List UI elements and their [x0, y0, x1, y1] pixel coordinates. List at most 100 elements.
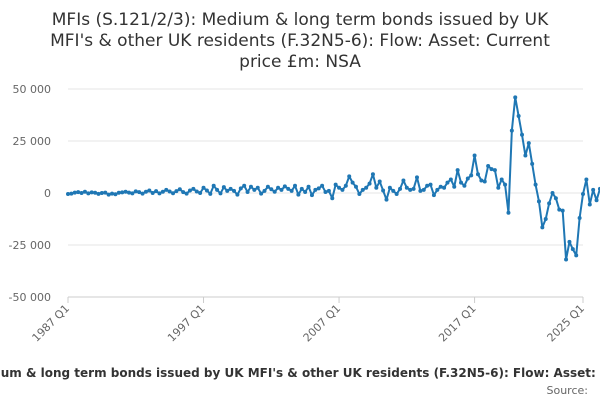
data-point[interactable]: [587, 202, 592, 207]
data-point[interactable]: [248, 184, 253, 189]
data-point[interactable]: [218, 191, 223, 196]
data-point[interactable]: [337, 185, 342, 190]
data-point[interactable]: [286, 186, 291, 191]
data-point[interactable]: [123, 189, 128, 194]
data-point[interactable]: [96, 191, 101, 196]
data-point[interactable]: [276, 185, 281, 190]
data-point[interactable]: [299, 186, 304, 191]
data-point[interactable]: [367, 181, 372, 186]
data-point[interactable]: [293, 183, 298, 188]
data-point[interactable]: [76, 190, 81, 195]
data-point[interactable]: [567, 239, 572, 244]
data-point[interactable]: [445, 180, 450, 185]
data-point[interactable]: [326, 188, 331, 193]
data-point[interactable]: [147, 188, 152, 193]
data-point[interactable]: [479, 178, 484, 183]
data-point[interactable]: [106, 192, 111, 197]
data-point[interactable]: [167, 189, 172, 194]
data-point[interactable]: [272, 189, 277, 194]
data-point[interactable]: [232, 188, 237, 193]
data-point[interactable]: [442, 185, 447, 190]
data-point[interactable]: [120, 190, 125, 195]
data-point[interactable]: [506, 210, 511, 215]
data-point[interactable]: [113, 192, 118, 197]
data-point[interactable]: [99, 191, 104, 195]
data-point[interactable]: [72, 190, 77, 195]
data-point[interactable]: [431, 193, 436, 198]
data-point[interactable]: [157, 191, 162, 196]
data-point[interactable]: [391, 188, 396, 193]
data-point[interactable]: [597, 186, 600, 191]
data-point[interactable]: [425, 183, 430, 188]
data-point[interactable]: [364, 185, 369, 190]
data-point[interactable]: [370, 172, 375, 177]
data-point[interactable]: [181, 190, 186, 195]
data-point[interactable]: [306, 184, 311, 189]
data-point[interactable]: [215, 187, 220, 192]
data-point[interactable]: [574, 253, 579, 258]
data-point[interactable]: [530, 161, 535, 166]
data-point[interactable]: [279, 187, 284, 192]
data-point[interactable]: [259, 191, 264, 196]
data-point[interactable]: [462, 183, 467, 188]
data-point[interactable]: [550, 191, 555, 195]
data-point[interactable]: [533, 182, 538, 187]
data-point[interactable]: [536, 199, 541, 204]
data-point[interactable]: [320, 183, 325, 188]
data-point[interactable]: [184, 191, 189, 196]
data-point[interactable]: [126, 190, 131, 195]
data-point[interactable]: [265, 184, 270, 189]
data-point[interactable]: [543, 217, 548, 221]
data-point[interactable]: [577, 215, 582, 220]
data-point[interactable]: [187, 188, 192, 193]
data-point[interactable]: [516, 114, 521, 119]
data-point[interactable]: [560, 208, 565, 213]
data-point[interactable]: [221, 185, 226, 190]
data-point[interactable]: [309, 193, 314, 198]
data-point[interactable]: [198, 191, 203, 195]
data-point[interactable]: [503, 182, 508, 187]
data-point[interactable]: [475, 172, 480, 177]
data-point[interactable]: [150, 191, 155, 195]
data-point[interactable]: [66, 192, 70, 197]
data-point[interactable]: [177, 187, 182, 192]
data-point[interactable]: [143, 189, 148, 194]
data-point[interactable]: [340, 187, 345, 192]
data-point[interactable]: [404, 185, 409, 190]
data-point[interactable]: [421, 187, 426, 192]
data-point[interactable]: [465, 176, 470, 181]
data-point[interactable]: [418, 188, 423, 193]
data-point[interactable]: [482, 179, 487, 184]
data-point[interactable]: [245, 189, 250, 194]
data-point[interactable]: [455, 168, 460, 173]
data-point[interactable]: [174, 189, 179, 194]
data-point[interactable]: [581, 192, 585, 197]
data-point[interactable]: [208, 191, 213, 196]
data-point[interactable]: [137, 190, 142, 195]
data-point[interactable]: [486, 163, 491, 168]
data-point[interactable]: [204, 188, 209, 193]
data-point[interactable]: [594, 198, 599, 203]
data-point[interactable]: [347, 174, 352, 179]
data-point[interactable]: [333, 182, 338, 187]
data-point[interactable]: [303, 189, 308, 194]
data-point[interactable]: [452, 184, 457, 189]
data-point[interactable]: [171, 191, 176, 196]
data-point[interactable]: [211, 183, 216, 188]
data-point[interactable]: [154, 189, 159, 194]
data-point[interactable]: [323, 189, 328, 194]
data-point[interactable]: [110, 191, 115, 196]
data-point[interactable]: [313, 187, 318, 192]
data-point[interactable]: [269, 187, 274, 192]
data-point[interactable]: [238, 186, 243, 191]
data-point[interactable]: [459, 180, 464, 185]
data-point[interactable]: [553, 196, 558, 201]
data-point[interactable]: [489, 167, 494, 172]
data-point[interactable]: [262, 188, 267, 193]
data-point[interactable]: [357, 192, 362, 197]
data-point[interactable]: [69, 191, 74, 196]
data-point[interactable]: [93, 190, 98, 195]
data-point[interactable]: [398, 186, 403, 191]
data-point[interactable]: [584, 177, 589, 182]
data-point[interactable]: [387, 185, 392, 190]
